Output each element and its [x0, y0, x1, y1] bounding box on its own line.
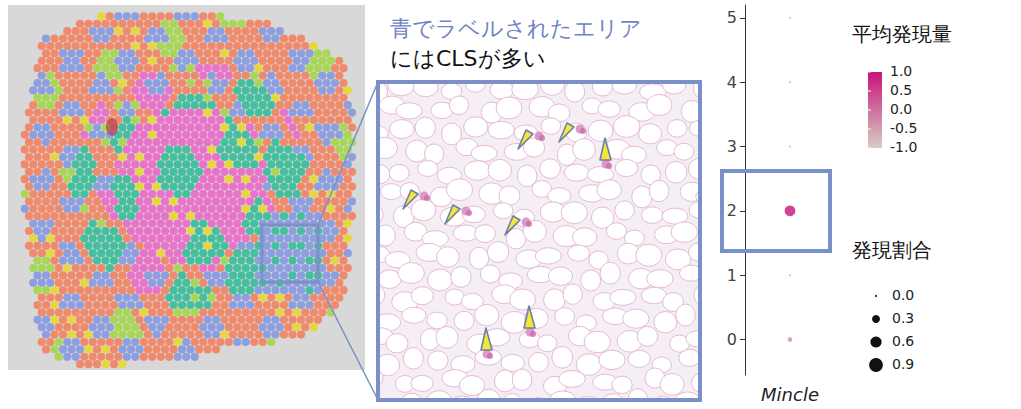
- svg-text:2: 2: [727, 201, 737, 220]
- svg-text:平均発現量: 平均発現量: [852, 22, 952, 46]
- svg-text:1: 1: [727, 266, 737, 285]
- svg-text:にはCLSが多い: にはCLSが多い: [390, 46, 546, 71]
- svg-text:0.3: 0.3: [892, 310, 914, 326]
- svg-text:0: 0: [727, 330, 737, 349]
- svg-text:4: 4: [727, 73, 737, 92]
- svg-text:Mincle: Mincle: [761, 384, 819, 405]
- svg-text:0.5: 0.5: [890, 82, 912, 98]
- svg-text:発現割合: 発現割合: [852, 238, 932, 262]
- svg-text:3: 3: [727, 137, 737, 156]
- svg-text:-0.5: -0.5: [890, 120, 917, 136]
- svg-text:0.0: 0.0: [892, 287, 914, 303]
- svg-text:-1.0: -1.0: [890, 139, 917, 155]
- svg-text:0.9: 0.9: [892, 356, 914, 372]
- svg-text:5: 5: [727, 8, 737, 27]
- svg-text:1.0: 1.0: [890, 63, 912, 79]
- svg-text:0.0: 0.0: [890, 101, 912, 117]
- svg-text:0.6: 0.6: [892, 333, 914, 349]
- svg-text:青でラベルされたエリア: 青でラベルされたエリア: [390, 16, 642, 41]
